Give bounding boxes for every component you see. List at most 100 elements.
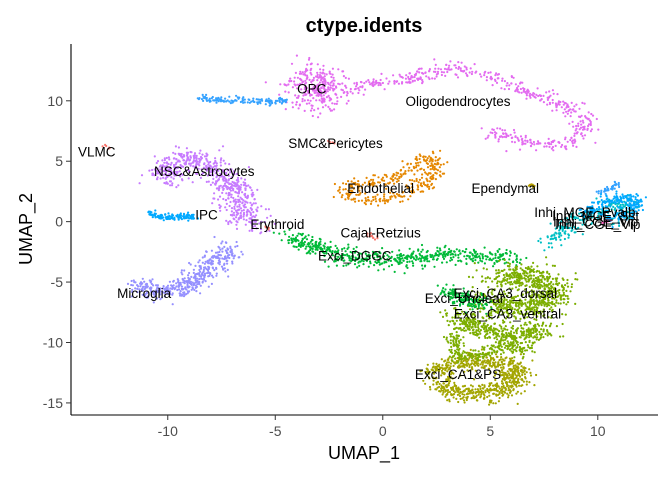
cell-point [342,75,345,78]
cell-point [597,206,601,209]
cell-point [244,200,247,203]
cell-point [411,76,414,79]
cell-point [252,202,255,205]
cell-point [530,295,533,298]
cell-point [637,205,640,208]
cell-point [422,182,425,185]
cell-point [398,258,401,261]
cell-point [379,78,382,82]
cell-point [494,254,497,257]
cell-point [542,328,545,332]
cell-point [230,207,234,210]
cell-point [432,258,435,261]
cell-point [446,253,449,257]
cell-point [543,301,547,304]
cell-point [372,184,375,188]
cell-point [495,132,498,135]
cell-point [563,108,566,111]
cell-point [173,174,176,177]
cell-point [209,165,212,168]
cell-point [429,253,432,256]
cell-point [331,102,334,105]
cell-point [194,159,197,163]
cell-point [151,213,154,216]
cell-point [291,101,294,104]
cell-point [367,196,370,199]
cell-point [548,295,552,298]
cell-point [392,178,395,182]
cell-point [252,211,255,214]
cell-point [512,388,515,391]
cell-point [235,191,238,194]
cell-point [615,198,618,201]
cell-point [226,268,229,271]
cell-point [630,195,633,198]
cell-point [487,327,491,330]
cell-point [197,281,200,284]
cell-point [562,293,566,296]
cell-point [375,185,378,188]
cell-point [486,323,489,327]
cell-point [539,99,542,102]
cell-point [329,109,332,112]
cell-point [327,94,330,97]
cell-point [488,317,491,320]
cell-point [419,184,422,187]
cell-point [621,193,624,196]
cell-point [578,128,581,131]
cell-point [466,326,469,329]
cell-point [625,194,629,197]
cell-point [323,75,326,78]
cell-point [367,79,370,82]
cell-point [503,276,506,279]
cell-point [267,228,270,231]
cell-point [417,181,420,184]
cell-point [419,161,422,164]
cell-point [373,256,376,259]
cell-point [339,254,342,257]
cell-point [359,192,362,195]
cell-point [235,220,238,223]
cell-point [492,257,495,260]
cell-point [205,250,208,253]
cell-point [434,67,437,70]
cell-point [600,203,604,206]
cell-point [574,302,577,305]
cell-point [189,263,192,266]
cell-point [357,87,360,90]
cell-point [156,297,159,300]
cell-point [545,256,548,259]
cell-point [623,210,626,213]
cell-point [355,83,359,86]
cell-point [377,204,380,207]
cell-point [552,92,555,95]
cell-point [448,248,451,251]
cell-point [562,111,565,114]
cell-point [445,312,448,315]
cell-point [189,156,192,159]
cell-point [465,66,468,69]
cell-point [570,283,574,286]
cell-point [551,145,555,149]
cell-point [503,129,507,132]
cell-point [548,101,552,104]
cell-point [170,284,173,287]
cell-point [181,156,184,159]
cell-point [590,112,593,116]
cell-point [545,275,549,279]
cell-point [200,168,203,171]
cell-point [501,329,505,332]
cell-point [230,196,233,199]
cell-point [237,180,240,183]
cell-point [334,260,337,263]
cell-point [400,261,403,264]
cell-point [196,283,199,286]
cell-point [144,287,147,290]
cell-point [641,208,645,212]
cell-point [218,149,221,152]
cell-point [418,157,421,161]
cell-point [420,176,424,179]
cell-point [571,142,574,145]
cell-point [353,82,356,85]
cell-point [550,334,553,337]
